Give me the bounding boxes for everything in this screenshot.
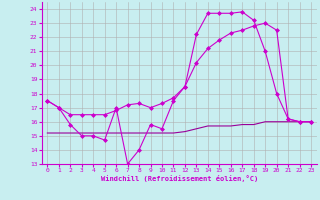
X-axis label: Windchill (Refroidissement éolien,°C): Windchill (Refroidissement éolien,°C): [100, 175, 258, 182]
